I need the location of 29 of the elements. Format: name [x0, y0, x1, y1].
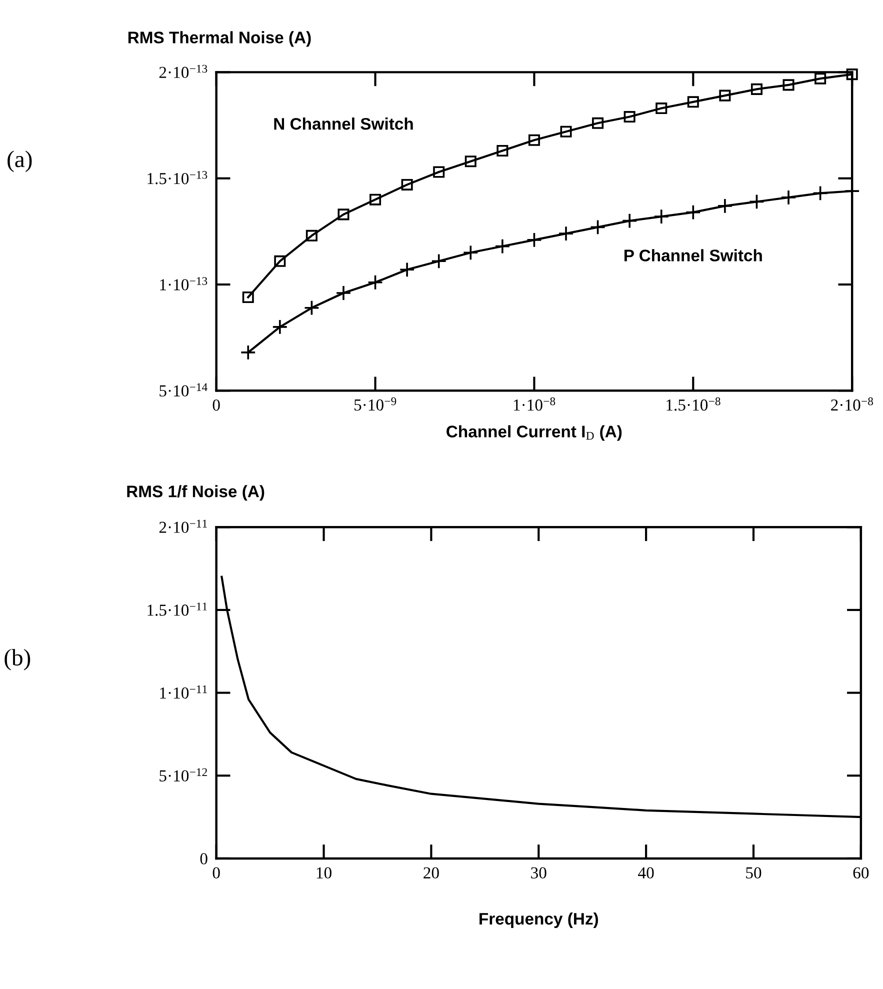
y-tick-label: 1.5·10$^{−11}$: [148, 602, 207, 616]
x-tick-label: 50: [746, 867, 762, 879]
x-tick-label: 5·10$^{−9}$: [354, 397, 396, 411]
y-tick-label: 2·10$^{−11}$: [159, 520, 207, 533]
x-tick-label: 10: [316, 867, 332, 879]
x-tick-label: 30: [531, 867, 546, 879]
y-tick-label: 1.5·10$^{−13}$: [148, 170, 208, 184]
y-tick-label: 5·10$^{−12}$: [160, 768, 207, 782]
text: (b): [4, 648, 30, 670]
y-tick-label: 1·10$^{−11}$: [160, 685, 207, 699]
x-axis-title: Channel Current I$_{D}$ (A): [446, 425, 622, 441]
x-tick-label: 60: [853, 867, 869, 879]
x-tick-label: 2·10$^{−8}$: [831, 397, 873, 411]
y-tick-label: 1·10$^{−13}$: [160, 277, 208, 290]
x-axis-title: Frequency (Hz): [480, 912, 598, 928]
y-axis-title: RMS 1/f Noise (A): [127, 485, 264, 501]
x-tick-label: 1.5·10$^{−8}$: [666, 397, 720, 411]
x-tick-label: 1·10$^{−8}$: [514, 397, 556, 411]
x-tick-label: 40: [638, 867, 654, 879]
text: N Channel Switch: [274, 118, 413, 130]
y-tick-label: 0: [200, 853, 208, 864]
text: (a): [8, 150, 32, 172]
x-tick-label: 20: [424, 867, 439, 879]
series-label: P Channel Switch: [624, 249, 762, 262]
y-tick-label: 5·10$^{−14}$: [160, 383, 208, 396]
y-axis-title: RMS Thermal Noise (A): [128, 31, 311, 47]
y-tick-label: 2·10$^{−13}$: [159, 64, 208, 78]
x-tick-label: 0: [212, 867, 220, 879]
x-tick-label: 0: [212, 399, 220, 411]
